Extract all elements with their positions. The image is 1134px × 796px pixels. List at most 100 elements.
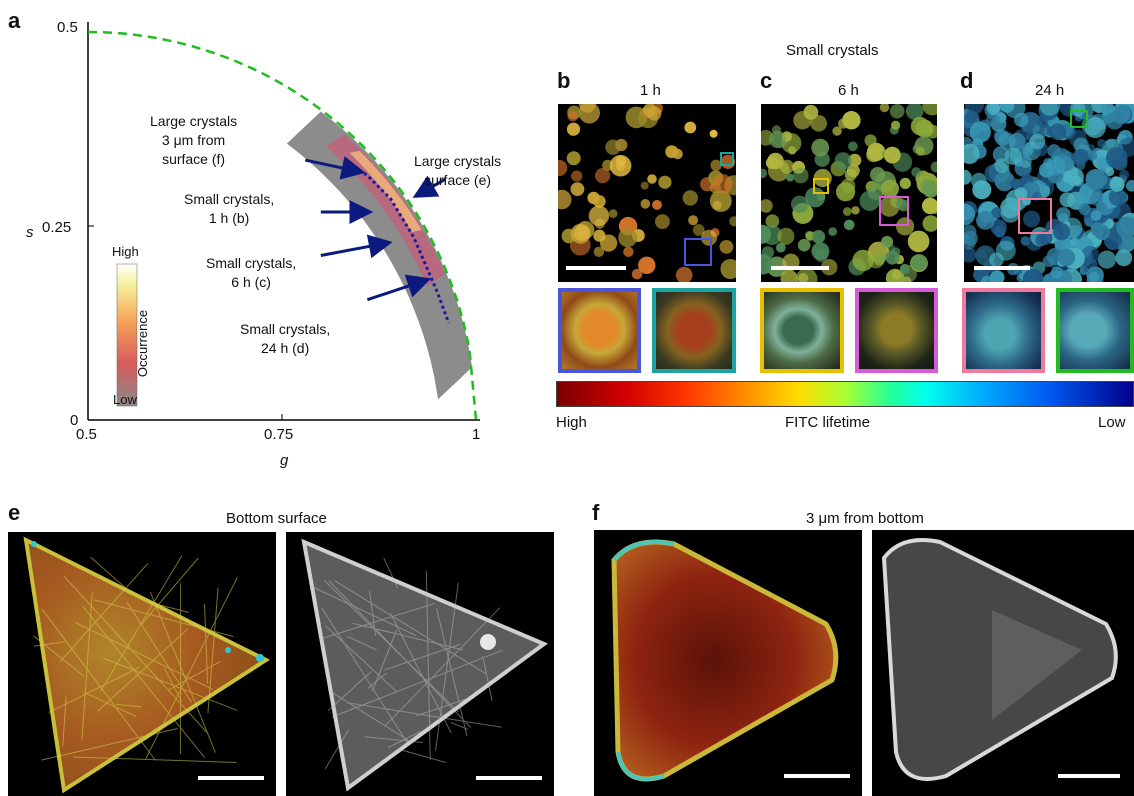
annotation-arrows — [304, 156, 446, 302]
crystal-blob — [834, 152, 852, 170]
crystal-blob — [665, 145, 679, 159]
fiber-line — [41, 728, 178, 761]
roi-magenta — [879, 196, 909, 226]
crystal-blob — [719, 240, 734, 254]
fiber-line — [327, 689, 409, 741]
crystal-blob — [981, 275, 993, 282]
crystal-blob — [1023, 210, 1040, 228]
y-tick-05: 0.5 — [57, 19, 78, 36]
crystal-blob — [811, 230, 826, 244]
crystal-blob — [1088, 272, 1099, 282]
crystal-blob — [1081, 246, 1100, 264]
crystal-blob — [570, 182, 585, 196]
lifetime-low: Low — [1098, 414, 1126, 431]
crystal-blob — [1004, 147, 1022, 165]
crystal-blob — [976, 211, 995, 230]
crystal-blob — [971, 172, 987, 189]
crystal-blob — [682, 190, 698, 206]
fiber-line — [322, 603, 435, 639]
fiber-line — [436, 608, 468, 737]
bottom-surface-lifetime-image — [8, 532, 276, 796]
crystal-blob — [1065, 167, 1084, 187]
annotation-large-surface: Large crystals surface (e) — [414, 153, 502, 188]
fiber-line — [115, 703, 142, 708]
crystal-blob — [640, 181, 649, 190]
panel-label-e: e — [8, 500, 21, 525]
inset-yellow — [760, 288, 844, 373]
fiber-line — [159, 607, 240, 648]
crystal-blob — [848, 153, 862, 167]
lifetime-colorbar — [556, 381, 1134, 407]
roi-yellow — [813, 178, 829, 194]
crystal-blob — [1115, 249, 1133, 267]
crystal-blob — [994, 158, 1010, 173]
x-tick-05: 0.5 — [76, 426, 97, 443]
fiber-line — [324, 729, 350, 770]
crystal-blob — [994, 129, 1011, 146]
crystal-blob — [811, 138, 830, 157]
crystal-blob — [578, 104, 596, 113]
annotation-arrow — [304, 156, 366, 180]
crystal-blob — [647, 174, 657, 184]
roi-blue — [684, 238, 712, 266]
crystal-blob — [593, 229, 606, 242]
fiber-line — [385, 607, 501, 727]
scale-bar — [974, 266, 1030, 270]
crystal-blob — [964, 143, 980, 164]
crystal-blob — [999, 104, 1015, 113]
crystal-blob — [1016, 273, 1025, 282]
inset-green — [1056, 288, 1134, 373]
crystal-blob — [964, 224, 977, 239]
crystal-blob — [1029, 133, 1046, 150]
crystal-blob — [623, 246, 634, 257]
fiber-line — [482, 655, 493, 702]
colorbar-high: High — [112, 244, 139, 259]
crystal-blob — [902, 276, 912, 282]
fiber-line — [33, 635, 85, 677]
crystal-blob — [990, 219, 1007, 236]
fiber-line — [149, 591, 216, 753]
crystal-blob — [631, 268, 643, 280]
crystal-blob — [991, 207, 1003, 219]
crystal-blob — [1039, 104, 1061, 116]
crystal-blob — [899, 177, 911, 189]
colorbar-label: Occurrence — [135, 309, 151, 378]
fiber-line — [390, 613, 452, 734]
crystal-blob — [1072, 148, 1089, 165]
fiber-line — [62, 696, 67, 747]
fiber-line — [398, 748, 447, 763]
crystal-blob — [709, 129, 718, 138]
phasor-density-band — [349, 150, 422, 232]
crystal-blob — [883, 146, 901, 164]
fiber-line — [163, 667, 183, 702]
annotation-small-6h: Small crystals, 6 h (c) — [206, 255, 297, 290]
fiber-line — [364, 736, 424, 743]
phasor-density-band — [286, 111, 473, 400]
crystal-blob — [798, 273, 809, 282]
crystal-blob — [1090, 210, 1102, 221]
y-axis-label: s — [26, 224, 34, 241]
fiber-line — [324, 625, 397, 692]
crystal-blob — [1106, 138, 1115, 148]
annotation-small-24h: Small crystals, 24 h (d) — [240, 321, 331, 356]
crystal-blob — [558, 159, 568, 177]
phasor-plot — [87, 22, 480, 421]
crystal-blob — [867, 252, 885, 269]
scale-bar — [1058, 774, 1120, 778]
crystal-blob — [1086, 150, 1098, 161]
crystal-blob — [828, 227, 837, 236]
crystal-blob — [775, 242, 786, 253]
crystal-blob — [891, 120, 901, 130]
time-1h: 1 h — [640, 82, 661, 99]
fiber-line — [384, 643, 461, 671]
crystal-blob — [1010, 178, 1022, 190]
scale-bar — [198, 776, 264, 780]
micrograph-1h — [558, 104, 736, 282]
crystal-blob — [1059, 192, 1075, 208]
crystal-blob — [910, 254, 928, 271]
fiber-line — [33, 641, 66, 647]
fiber-line — [207, 587, 219, 714]
crystal-blob — [1085, 168, 1107, 190]
scale-bar — [566, 266, 626, 270]
fiber-line — [59, 563, 149, 663]
